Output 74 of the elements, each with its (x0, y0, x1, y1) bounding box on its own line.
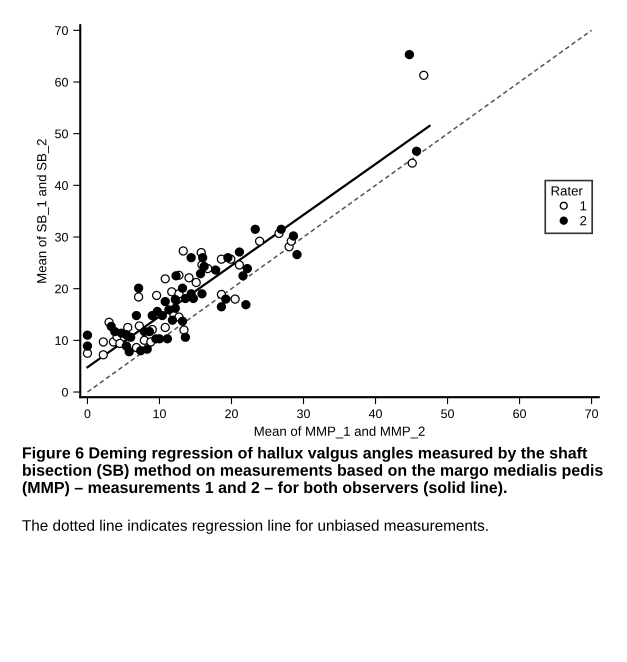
point (234, 260, 244, 270)
x-tick-label: 0 (84, 409, 90, 418)
text: The dotted line indicates regression line for unbiased measurements. (22, 520, 488, 534)
point (171, 271, 181, 280)
point (160, 322, 170, 332)
point (142, 344, 152, 354)
point (254, 236, 264, 246)
point (82, 330, 92, 340)
legend-title: Rater (552, 186, 583, 196)
x-tick-label: 70 (585, 409, 598, 418)
y-tick-label: 40 (54, 181, 68, 190)
x-tick-label: 10 (153, 409, 166, 418)
point (210, 265, 220, 275)
legend-label: 1 (580, 201, 586, 210)
point (160, 274, 170, 284)
y-tick-label: 50 (55, 129, 68, 138)
point (178, 246, 188, 256)
x-tick-label: 40 (368, 409, 382, 418)
point (98, 350, 108, 360)
point (419, 70, 428, 80)
point (170, 304, 180, 313)
point (412, 146, 422, 156)
caption: Figure 6 Deming regression of hallux valgus angles measured by the shaft bisection (SB) method on measurements based on the margo medialis pedis (MMP) – measurements 1 and 2 – for both observers (solid line). (22, 446, 603, 496)
point (162, 334, 172, 344)
point (82, 341, 92, 351)
y-tick-label: 70 (55, 26, 68, 35)
point (134, 292, 144, 302)
point (216, 302, 226, 312)
point (168, 316, 178, 325)
point (178, 283, 188, 293)
point (242, 264, 252, 274)
point (250, 224, 260, 234)
point (288, 231, 298, 241)
x-tick-label: 50 (441, 409, 454, 418)
x-axis-title: Mean of MMP_1 and MMP_2 (254, 426, 425, 438)
point (170, 294, 180, 304)
point (186, 253, 196, 262)
point (238, 271, 248, 280)
point (184, 273, 194, 283)
point (192, 278, 201, 288)
point (241, 300, 251, 310)
point (198, 253, 208, 262)
y-tick-label: 10 (56, 336, 68, 346)
y-tick-label: 60 (55, 78, 68, 87)
point (180, 332, 190, 342)
point (196, 269, 206, 278)
point (134, 283, 144, 293)
point (408, 158, 417, 168)
point (404, 50, 414, 60)
point (98, 337, 108, 347)
legend-label: 2 (580, 216, 586, 226)
point (126, 332, 136, 342)
point (188, 294, 198, 304)
point (178, 316, 188, 326)
y-tick-label: 30 (55, 232, 68, 242)
point (234, 247, 244, 257)
x-tick-label: 20 (225, 409, 238, 418)
point (292, 250, 302, 260)
y-tick-label: 0 (62, 388, 68, 397)
point (132, 310, 142, 320)
x-tick-label: 60 (513, 409, 526, 418)
point (152, 290, 162, 300)
y-tick-label: 20 (55, 284, 68, 294)
point (221, 294, 230, 304)
point (230, 294, 240, 304)
point (197, 289, 207, 299)
point (223, 253, 233, 262)
point (134, 321, 144, 331)
point (158, 310, 168, 320)
x-tick-label: 30 (297, 409, 310, 418)
point (276, 224, 286, 234)
point (124, 347, 134, 356)
point (160, 296, 170, 306)
y-axis-title: Mean of SB_1 and SB_2 (36, 139, 49, 283)
